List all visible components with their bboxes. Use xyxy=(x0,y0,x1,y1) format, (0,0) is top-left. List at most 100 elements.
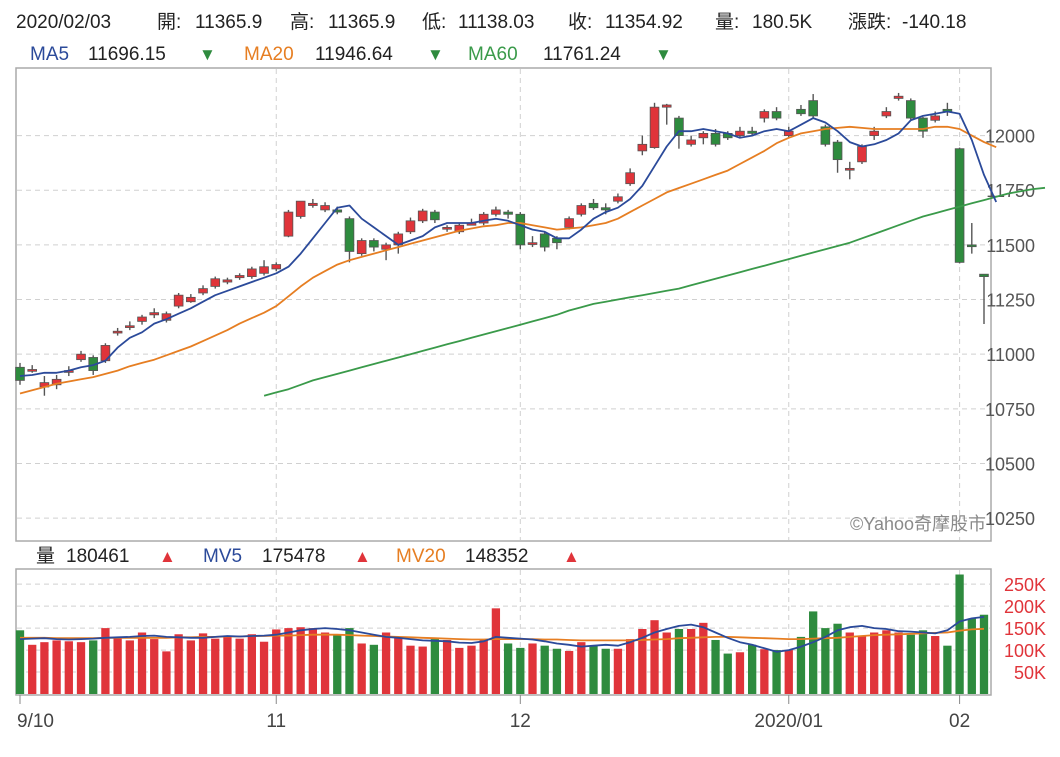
legend-ma20-arrow-icon: ▼ xyxy=(427,45,444,64)
candle-down xyxy=(796,108,806,115)
legend-volume-arrow-icon: ▲ xyxy=(159,547,176,566)
volume-panel-frame xyxy=(15,568,992,696)
candle-down xyxy=(905,100,916,119)
candle-up xyxy=(186,296,196,303)
volume-bar-down xyxy=(748,644,757,694)
candle-up xyxy=(381,244,391,250)
candle-up xyxy=(283,211,294,237)
volume-bar-down xyxy=(772,650,781,694)
volume-bar-up xyxy=(442,639,452,694)
legend-mv20-arrow-icon: ▲ xyxy=(563,547,580,566)
candle-up xyxy=(564,218,574,228)
volume-bar-up xyxy=(528,643,537,694)
volume-bar-up xyxy=(735,652,745,694)
volume-bar-down xyxy=(833,623,842,694)
volume-bar-up xyxy=(272,629,281,694)
volume-bar-up xyxy=(662,632,671,694)
volume-tick-label: 250K xyxy=(1004,575,1046,595)
volume-bar-up xyxy=(625,639,635,694)
candle-up xyxy=(491,209,501,215)
candle-down xyxy=(674,117,684,136)
legend-mv20-name: MV20 xyxy=(396,546,446,567)
price-tick-label: 11500 xyxy=(986,236,1035,256)
candle-up xyxy=(112,330,123,334)
info-high-label: 高: xyxy=(290,11,314,33)
info-close-label: 收: xyxy=(568,11,592,33)
legend-ma5-arrow-icon: ▼ xyxy=(199,45,216,64)
volume-bar-down xyxy=(809,611,818,694)
volume-bar-up xyxy=(479,639,488,694)
candle-up xyxy=(234,275,245,279)
legend-mv5-value: 175478 xyxy=(262,546,325,567)
info-volume-value: 180.5K xyxy=(752,12,813,33)
info-change-value: -140.18 xyxy=(902,12,966,33)
legend-mv5-name: MV5 xyxy=(203,546,242,567)
volume-legend: 量 180461 ▲ MV5 175478 ▲ MV20 148352 ▲ xyxy=(36,546,580,567)
candle-up xyxy=(454,224,465,233)
volume-bar-up xyxy=(882,630,891,694)
candle-up xyxy=(76,353,86,361)
info-close-value: 11354.92 xyxy=(605,12,683,33)
candle-up xyxy=(210,278,221,287)
price-panel-frame xyxy=(15,67,992,542)
ma5-line xyxy=(19,110,998,377)
legend-volume-value: 180461 xyxy=(66,546,129,567)
info-low-value: 11138.03 xyxy=(458,12,534,33)
volume-bar-up xyxy=(137,632,147,694)
volume-bar-down xyxy=(723,653,732,694)
volume-bar-down xyxy=(345,628,354,694)
volume-bar-up xyxy=(564,650,574,694)
volume-bar-down xyxy=(918,630,928,694)
volume-bar-up xyxy=(613,648,623,694)
watermark: ©Yahoo奇摩股市 xyxy=(850,514,986,534)
candle-up xyxy=(735,130,745,136)
candle-up xyxy=(637,143,648,152)
info-volume-label: 量: xyxy=(715,12,739,33)
candle-up xyxy=(844,167,855,171)
candle-down xyxy=(588,202,599,209)
volume-bar-up xyxy=(113,637,122,694)
candle-down xyxy=(15,366,25,381)
legend-ma20-value: 11946.64 xyxy=(315,44,393,65)
legend-ma60-name: MA60 xyxy=(468,44,518,65)
volume-bar-up xyxy=(125,640,134,694)
candle-down xyxy=(344,218,355,252)
candle-up xyxy=(930,115,940,121)
volume-bar-up xyxy=(418,646,427,694)
volume-bar-up xyxy=(455,647,464,694)
volume-bar-up xyxy=(247,634,256,694)
volume-bar-up xyxy=(357,643,366,694)
volume-bar-down xyxy=(15,630,25,694)
volume-tick-label: 150K xyxy=(1004,619,1046,639)
volume-bar-up xyxy=(845,632,854,694)
info-bar: 2020/02/03 開: 11365.9 高: 11365.9 低: 1113… xyxy=(16,11,966,33)
x-tick-label: 2020/01 xyxy=(754,711,823,732)
volume-bar-down xyxy=(552,648,562,694)
candle-up xyxy=(308,202,318,206)
x-tick-label: 11 xyxy=(266,711,286,732)
volume-bar-up xyxy=(28,644,37,694)
legend-mv20-value: 148352 xyxy=(465,546,528,567)
candle-up xyxy=(271,264,282,270)
volume-bar-down xyxy=(369,644,379,694)
volume-bar-up xyxy=(235,638,244,694)
candle-down xyxy=(967,244,977,248)
candle-down xyxy=(539,233,550,248)
candle-up xyxy=(125,325,135,328)
info-high-value: 11365.9 xyxy=(328,12,395,33)
volume-bar-up xyxy=(308,628,318,694)
info-change-label: 漲跌: xyxy=(848,11,891,33)
candle-up xyxy=(661,104,672,108)
candle-up xyxy=(869,130,879,136)
candle-up xyxy=(625,172,635,185)
volume-bar-down xyxy=(979,614,989,694)
volume-bar-down xyxy=(601,648,610,694)
volume-tick-label: 200K xyxy=(1004,597,1046,617)
volume-bar-down xyxy=(540,645,549,694)
candle-up xyxy=(247,268,257,277)
volume-bar-up xyxy=(406,645,415,694)
volume-bar-up xyxy=(650,620,659,694)
candle-up xyxy=(893,95,904,99)
candle-down xyxy=(369,240,379,248)
